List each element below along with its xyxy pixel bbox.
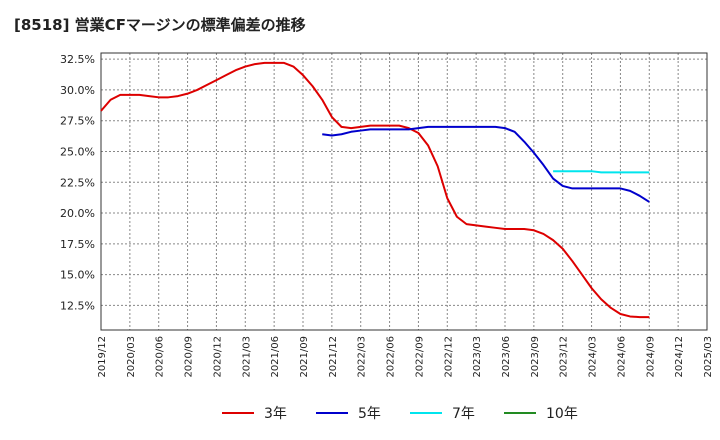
x-tick-label: 2024/06 xyxy=(616,336,627,378)
y-tick-label: 20.0% xyxy=(60,207,95,220)
x-tick-label: 2019/12 xyxy=(97,336,108,378)
x-tick-label: 2025/03 xyxy=(703,336,714,378)
x-tick-label: 2022/09 xyxy=(414,336,425,378)
y-tick-label: 17.5% xyxy=(60,238,95,251)
x-tick-label: 2023/12 xyxy=(559,336,570,378)
legend-label: 5年 xyxy=(358,406,381,422)
x-tick-label: 2022/12 xyxy=(443,336,454,378)
grid-lines xyxy=(101,53,707,330)
chart-title: [8518] 営業CFマージンの標準偏差の推移 xyxy=(14,16,306,34)
x-tick-label: 2022/03 xyxy=(357,336,368,378)
legend-label: 7年 xyxy=(452,406,475,422)
y-tick-label: 30.0% xyxy=(60,84,95,97)
plot-frame xyxy=(100,52,708,331)
x-tick-label: 2021/09 xyxy=(299,336,310,378)
x-tick-label: 2021/12 xyxy=(328,336,339,378)
y-tick-label: 22.5% xyxy=(60,176,95,189)
x-tick-label: 2022/06 xyxy=(386,336,397,378)
x-tick-label: 2020/09 xyxy=(184,336,195,378)
x-tick-label: 2021/06 xyxy=(270,336,281,378)
y-tick-label: 32.5% xyxy=(60,53,95,66)
series-line-5年 xyxy=(322,125,650,203)
series-lines xyxy=(100,61,650,319)
x-tick-label: 2020/06 xyxy=(155,336,166,378)
x-tick-label: 2024/12 xyxy=(674,336,685,378)
series-line-7年 xyxy=(553,170,650,174)
x-tick-label: 2024/09 xyxy=(645,336,656,378)
x-tick-label: 2020/12 xyxy=(212,336,223,378)
y-tick-label: 27.5% xyxy=(60,115,95,128)
x-tick-label: 2023/06 xyxy=(501,336,512,378)
x-tick-label: 2020/03 xyxy=(126,336,137,378)
x-tick-label: 2023/03 xyxy=(472,336,483,378)
y-tick-label: 15.0% xyxy=(60,269,95,282)
x-axis: 2019/12 2020/03 2020/06 2020/09 2020/12 2021/… xyxy=(97,336,714,378)
x-tick-label: 2024/03 xyxy=(588,336,599,378)
y-tick-label: 12.5% xyxy=(60,299,95,312)
x-tick-label: 2021/03 xyxy=(241,336,252,378)
legend-label: 10年 xyxy=(546,406,578,422)
series-line-3年 xyxy=(100,61,650,319)
legend-label: 3年 xyxy=(264,406,287,422)
y-tick-label: 25.0% xyxy=(60,145,95,158)
legend: 3年 5年 7年 10年 xyxy=(222,406,578,422)
x-tick-label: 2023/09 xyxy=(530,336,541,378)
y-axis: 12.5% 15.0% 17.5% 20.0% 22.5% 25.0% 27.5% 30.0%… xyxy=(60,53,95,312)
